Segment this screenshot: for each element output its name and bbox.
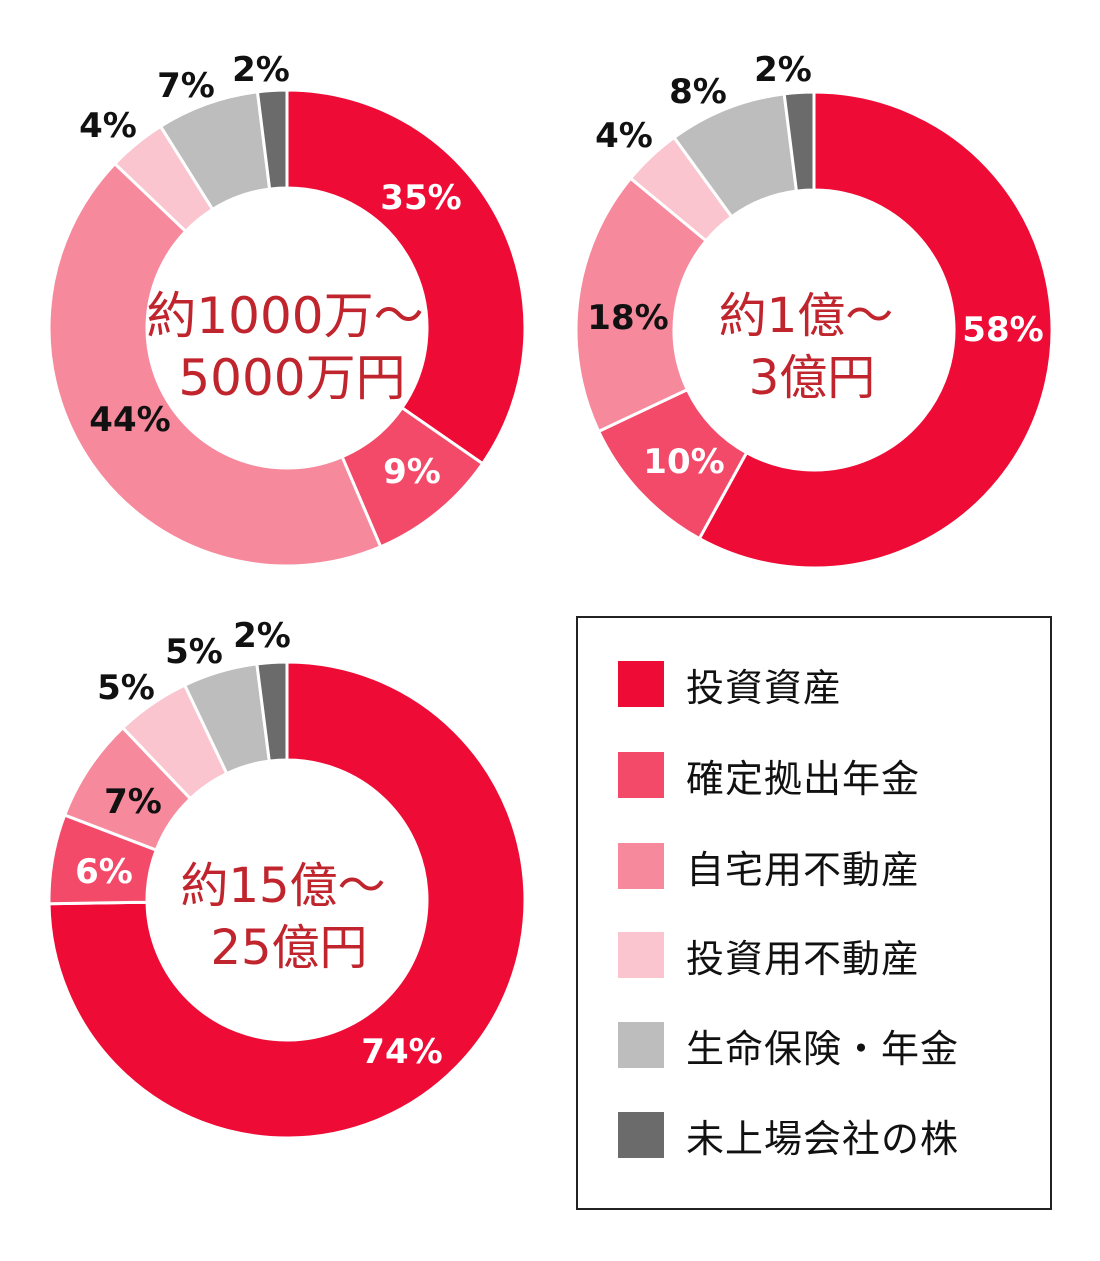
legend-swatch bbox=[618, 932, 664, 978]
center-label-line-2: 5000万円 bbox=[178, 349, 405, 407]
legend-swatch bbox=[618, 1112, 664, 1158]
legend-label: 確定拠出年金 bbox=[686, 756, 921, 801]
legend-label: 未上場会社の株 bbox=[686, 1116, 960, 1161]
data-label-life-insurance-pension: 8% bbox=[669, 72, 727, 112]
slice-home-real-estate bbox=[47, 161, 383, 568]
legend-label: 投資資産 bbox=[686, 665, 843, 710]
data-label-defined-contribution-pension: 10% bbox=[643, 442, 724, 482]
center-label-line-1: 約15億〜 bbox=[180, 858, 385, 914]
donut-chart-2: 58% 10% 18% 4% 8% 2% 約1億〜 3億円 bbox=[574, 50, 1054, 570]
slice-investment-assets bbox=[697, 90, 1054, 570]
data-label-investment-real-estate: 4% bbox=[79, 106, 137, 146]
donut-chart-1: 35% 9% 44% 4% 7% 2% 約1000万〜5000万円 bbox=[47, 50, 527, 568]
legend-swatch bbox=[618, 752, 664, 798]
data-label-defined-contribution-pension: 6% bbox=[75, 852, 133, 892]
data-label-home-real-estate: 44% bbox=[89, 400, 170, 440]
legend-item-life-insurance-pension: 生命保険・年金 bbox=[618, 1022, 959, 1071]
slice-investment-assets bbox=[47, 660, 527, 1140]
center-label-line-2: 3億円 bbox=[749, 350, 876, 406]
data-label-home-real-estate: 7% bbox=[104, 782, 162, 822]
legend-swatch bbox=[618, 843, 664, 889]
legend-swatch bbox=[618, 1022, 664, 1068]
data-label-investment-assets: 58% bbox=[962, 310, 1043, 350]
legend-label: 生命保険・年金 bbox=[686, 1026, 960, 1071]
slice-unlisted-company-shares bbox=[255, 660, 289, 763]
center-label-line-1: 約1000万〜 bbox=[146, 287, 423, 345]
data-label-home-real-estate: 18% bbox=[587, 298, 668, 338]
data-label-unlisted-company-shares: 2% bbox=[232, 50, 290, 90]
donut-chart-3: 74%6%7%5%5% 2%約15億〜25億円 bbox=[47, 616, 527, 1140]
legend-item-home-real-estate: 自宅用不動産 bbox=[618, 843, 920, 892]
center-label-line-2: 25億円 bbox=[210, 920, 367, 976]
legend-label: 投資用不動産 bbox=[686, 936, 921, 981]
data-label-life-insurance-pension: 7% bbox=[157, 66, 215, 106]
data-label-investment-assets: 74% bbox=[361, 1032, 442, 1072]
data-label-defined-contribution-pension: 9% bbox=[383, 452, 441, 492]
legend-item-investment-assets: 投資資産 bbox=[618, 661, 842, 710]
legend-label: 自宅用不動産 bbox=[686, 847, 921, 892]
legend-swatch bbox=[618, 661, 664, 707]
slice-unlisted-company-shares bbox=[255, 88, 289, 191]
data-label-unlisted-company-shares: 2% bbox=[233, 616, 291, 656]
center-label-line-1: 約1億〜 bbox=[719, 288, 894, 344]
legend-item-defined-contribution-pension: 確定拠出年金 bbox=[618, 752, 920, 801]
data-label-investment-real-estate: 5% bbox=[97, 668, 155, 708]
legend-item-unlisted-company-shares: 未上場会社の株 bbox=[618, 1112, 959, 1161]
slice-unlisted-company-shares bbox=[782, 90, 816, 193]
data-label-life-insurance-pension: 5% bbox=[165, 632, 223, 672]
data-label-unlisted-company-shares: 2% bbox=[754, 50, 812, 90]
legend-item-investment-real-estate: 投資用不動産 bbox=[618, 932, 920, 981]
slice-investment-assets bbox=[285, 88, 527, 466]
legend: 投資資産 確定拠出年金 自宅用不動産 投資用不動産 生命保険・年金 未上場会社の… bbox=[576, 616, 1052, 1210]
data-label-investment-real-estate: 4% bbox=[595, 116, 653, 156]
data-label-investment-assets: 35% bbox=[380, 178, 461, 218]
